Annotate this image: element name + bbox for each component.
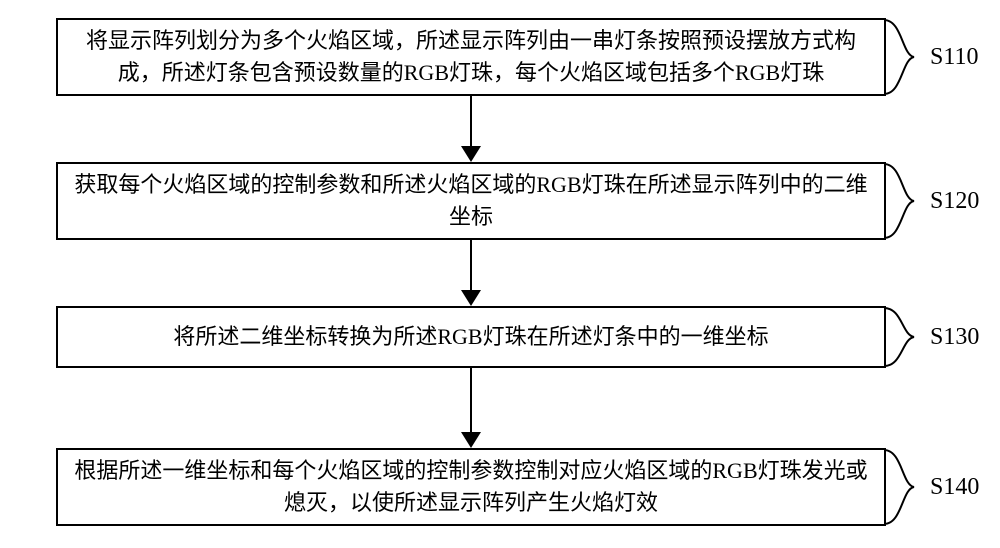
brace-icon [884,162,932,240]
flow-step-text: 将显示阵列划分为多个火焰区域，所述显示阵列由一串灯条按照预设摆放方式构成，所述灯… [72,25,870,89]
brace-icon [884,306,932,368]
flow-step-label: S140 [930,474,990,501]
flow-step-box: 将显示阵列划分为多个火焰区域，所述显示阵列由一串灯条按照预设摆放方式构成，所述灯… [56,18,886,96]
arrow-line [470,240,472,290]
flow-step-text: 根据所述一维坐标和每个火焰区域的控制参数控制对应火焰区域的RGB灯珠发光或熄灭，… [72,455,870,519]
flow-step-text: 获取每个火焰区域的控制参数和所述火焰区域的RGB灯珠在所述显示阵列中的二维坐标 [72,169,870,233]
flow-step-box: 根据所述一维坐标和每个火焰区域的控制参数控制对应火焰区域的RGB灯珠发光或熄灭，… [56,448,886,526]
arrow-head-icon [461,290,481,306]
flow-step-text: 将所述二维坐标转换为所述RGB灯珠在所述灯条中的一维坐标 [173,321,768,353]
arrow-head-icon [461,432,481,448]
brace-icon [884,18,932,96]
flow-step-label: S120 [930,188,990,215]
arrow-head-icon [461,146,481,162]
flow-step-label: S130 [930,324,990,351]
flow-step-box: 获取每个火焰区域的控制参数和所述火焰区域的RGB灯珠在所述显示阵列中的二维坐标 [56,162,886,240]
brace-icon [884,448,932,526]
flow-step-box: 将所述二维坐标转换为所述RGB灯珠在所述灯条中的一维坐标 [56,306,886,368]
flowchart-container: 将显示阵列划分为多个火焰区域，所述显示阵列由一串灯条按照预设摆放方式构成，所述灯… [0,0,1000,548]
arrow-line [470,96,472,146]
arrow-line [470,368,472,432]
flow-step-label: S110 [930,44,990,71]
